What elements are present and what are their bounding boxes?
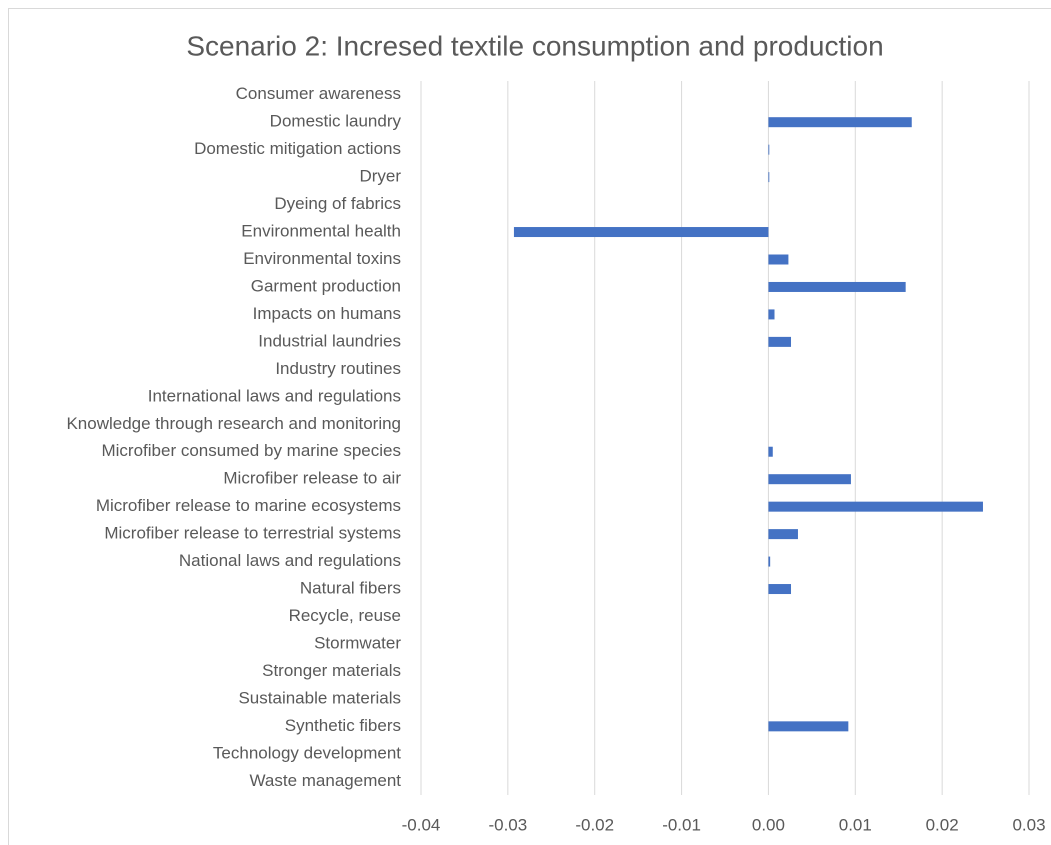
y-tick-label: Industrial laundries — [258, 331, 401, 350]
y-tick-label: Knowledge through research and monitorin… — [66, 414, 401, 433]
y-tick-label: Domestic mitigation actions — [194, 139, 401, 158]
bar — [768, 117, 912, 128]
bar — [768, 309, 775, 320]
bar — [768, 281, 906, 292]
y-tick-label: International laws and regulations — [148, 386, 401, 405]
bar — [768, 529, 798, 540]
y-tick-label: Technology development — [213, 743, 401, 762]
x-tick-label: -0.01 — [662, 815, 701, 834]
y-tick-label: Industry routines — [275, 359, 401, 378]
bar — [768, 501, 983, 512]
x-tick-label: 0.03 — [1012, 815, 1045, 834]
x-tick-label: 0.02 — [926, 815, 959, 834]
y-tick-label: Stormwater — [314, 633, 401, 652]
y-tick-label: Garment production — [251, 276, 401, 295]
y-tick-label: National laws and regulations — [179, 551, 401, 570]
y-tick-label: Stronger materials — [262, 661, 401, 680]
chart-frame — [8, 8, 1051, 845]
chart-title: Scenario 2: Incresed textile consumption… — [186, 30, 883, 61]
x-tick-label: -0.02 — [575, 815, 614, 834]
y-tick-label: Microfiber release to terrestrial system… — [104, 524, 401, 543]
x-tick-label: -0.03 — [488, 815, 527, 834]
y-tick-label: Microfiber release to marine ecosystems — [96, 496, 401, 515]
bar — [513, 227, 769, 238]
y-tick-label: Sustainable materials — [238, 688, 401, 707]
y-tick-label: Dyeing of fabrics — [274, 194, 401, 213]
bar — [768, 474, 851, 485]
y-tick-label: Domestic laundry — [270, 112, 402, 131]
y-tick-label: Microfiber release to air — [223, 469, 401, 488]
y-tick-label: Synthetic fibers — [285, 716, 401, 735]
bar — [768, 172, 770, 183]
bar — [768, 721, 849, 732]
bar — [768, 556, 771, 567]
y-tick-label: Environmental health — [241, 222, 401, 241]
bar — [768, 336, 792, 347]
y-tick-label: Consumer awareness — [236, 84, 401, 103]
y-tick-label: Environmental toxins — [243, 249, 401, 268]
bar — [768, 584, 792, 595]
x-tick-label: 0.00 — [752, 815, 785, 834]
bar — [768, 144, 770, 155]
bar — [768, 446, 773, 457]
y-tick-label: Microfiber consumed by marine species — [101, 441, 401, 460]
y-tick-label: Recycle, reuse — [289, 606, 401, 625]
y-tick-label: Natural fibers — [300, 579, 401, 598]
y-tick-label: Waste management — [250, 771, 402, 790]
bar — [768, 254, 789, 265]
x-tick-label: 0.01 — [839, 815, 872, 834]
y-tick-label: Dryer — [359, 167, 401, 186]
x-tick-label: -0.04 — [402, 815, 441, 834]
y-tick-label: Impacts on humans — [253, 304, 401, 323]
